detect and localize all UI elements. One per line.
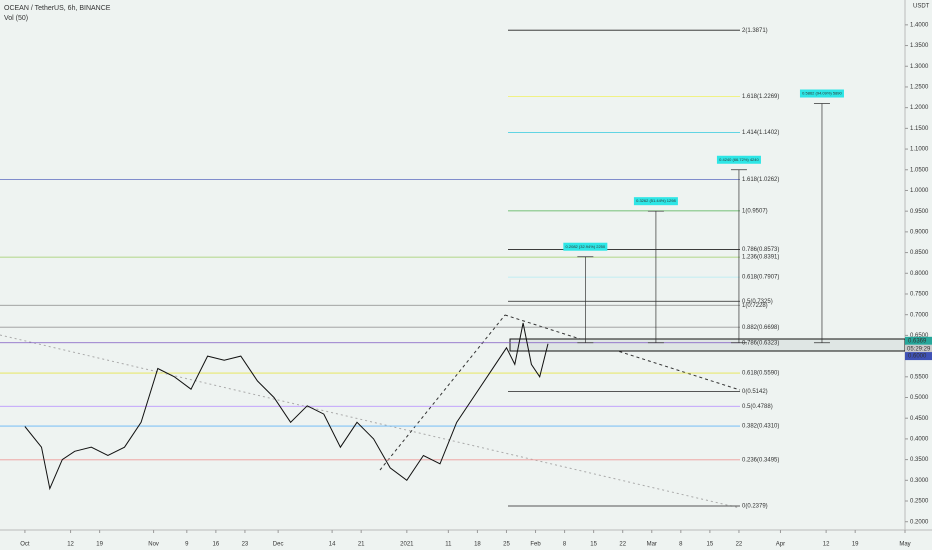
y-tick-label: 0.4000 bbox=[910, 436, 929, 442]
x-tick-label: 8 bbox=[679, 542, 683, 548]
y-tick-label: 0.3500 bbox=[910, 457, 929, 463]
fib-level-label: 1(0.7228) bbox=[742, 303, 768, 309]
symbol-title: OCEAN / TetherUS, 6h, BINANCE bbox=[4, 5, 111, 12]
y-tick-label: 0.7000 bbox=[910, 312, 929, 318]
x-tick-label: Nov bbox=[148, 542, 159, 548]
fib-level-label: 0.618(0.7907) bbox=[742, 275, 779, 281]
fib-level-label: 0(0.5142) bbox=[742, 389, 768, 395]
price-line bbox=[24, 322, 549, 491]
target-box bbox=[563, 242, 608, 251]
y-tick-label: 1.1000 bbox=[910, 147, 929, 153]
price-tag-label: 0.6000 bbox=[908, 354, 927, 360]
fib-level-label: 2(1.3871) bbox=[742, 28, 768, 34]
fib-level-label: 0.786(0.6323) bbox=[742, 340, 779, 346]
x-tick-label: 22 bbox=[619, 542, 626, 548]
x-tick-label: 18 bbox=[474, 542, 481, 548]
x-tick-label: Feb bbox=[530, 542, 541, 548]
y-tick-label: 1.3000 bbox=[910, 64, 929, 70]
y-tick-label: 0.2500 bbox=[910, 499, 929, 505]
fib-level-label: 1.414(1.1402) bbox=[742, 130, 779, 136]
target-box bbox=[716, 155, 761, 164]
y-tick-label: 1.2500 bbox=[910, 85, 929, 91]
y-tick-label: 0.9000 bbox=[910, 229, 929, 235]
x-tick-label: 25 bbox=[503, 542, 510, 548]
fib-level-label: 1.236(0.8391) bbox=[742, 255, 779, 261]
x-tick-label: Oct bbox=[20, 542, 30, 548]
x-tick-label: 19 bbox=[96, 542, 103, 548]
x-tick-label: May bbox=[899, 542, 910, 548]
currency: USDT bbox=[913, 4, 930, 10]
fib-level-label: 1.618(1.0262) bbox=[742, 177, 779, 183]
x-tick-label: Dec bbox=[273, 542, 284, 548]
y-tick-label: 0.9500 bbox=[910, 209, 929, 215]
price-tag bbox=[905, 352, 932, 361]
y-tick-label: 0.4500 bbox=[910, 416, 929, 422]
fib-level-label: 1(0.9507) bbox=[742, 208, 768, 214]
fib-level-label: 0.618(0.5590) bbox=[742, 371, 779, 377]
countdown-tag bbox=[905, 344, 932, 353]
x-tick-label: 2021 bbox=[400, 542, 414, 548]
price-tag bbox=[905, 336, 932, 345]
y-tick-label: 1.3500 bbox=[910, 43, 929, 49]
x-tick-label: 15 bbox=[707, 542, 714, 548]
fib-level-label: 0.382(0.4310) bbox=[742, 424, 779, 430]
y-tick-label: 0.8000 bbox=[910, 271, 929, 277]
fib-level-label: 1.618(1.2269) bbox=[742, 94, 779, 100]
x-tick-label: Apr bbox=[776, 542, 785, 548]
y-tick-label: 0.7500 bbox=[910, 292, 929, 298]
x-tick-label: 21 bbox=[358, 542, 365, 548]
x-tick-label: 14 bbox=[329, 542, 336, 548]
y-tick-label: 0.3000 bbox=[910, 478, 929, 484]
x-tick-label: 15 bbox=[590, 542, 597, 548]
range-box bbox=[509, 338, 906, 352]
y-tick-label: 1.0000 bbox=[910, 188, 929, 194]
price-tag-label: 0.6369 bbox=[908, 338, 927, 344]
fib-level-label: 0.236(0.3495) bbox=[742, 457, 779, 463]
y-tick-label: 0.2000 bbox=[910, 519, 929, 525]
y-tick-label: 1.1500 bbox=[910, 126, 929, 132]
target-box bbox=[633, 197, 678, 206]
countdown: 05:29:29 bbox=[907, 346, 931, 352]
fib-level-label: 0.5(0.7325) bbox=[742, 299, 773, 305]
fib-level-label: 0(0.2379) bbox=[742, 504, 768, 510]
target-label: 0.4240 (66.72%) 4240 bbox=[719, 157, 759, 162]
target-label: 0.3262 (51.44%) 1298 bbox=[636, 198, 676, 203]
fib-level-label: 0.5(0.4788) bbox=[742, 404, 773, 410]
y-tick-label: 1.2000 bbox=[910, 105, 929, 111]
y-tick-label: 1.4000 bbox=[910, 22, 929, 28]
x-tick-label: 16 bbox=[213, 542, 220, 548]
target-label: 0.2082 (32.94%) 2250 bbox=[566, 244, 606, 249]
indicator-label: Vol (50) bbox=[4, 15, 28, 22]
fib-level-label: 0.786(0.8573) bbox=[742, 247, 779, 253]
x-tick-label: Mar bbox=[647, 542, 657, 548]
y-tick-label: 0.6500 bbox=[910, 333, 929, 339]
x-tick-label: 22 bbox=[736, 542, 743, 548]
y-tick-label: 0.5000 bbox=[910, 395, 929, 401]
trend-line bbox=[504, 314, 741, 391]
fib-level-label: 0.882(0.6698) bbox=[742, 325, 779, 331]
x-tick-label: 23 bbox=[242, 542, 249, 548]
y-tick-label: 0.8500 bbox=[910, 250, 929, 256]
trend-line bbox=[0, 334, 741, 509]
x-tick-label: 12 bbox=[67, 542, 74, 548]
x-tick-label: 8 bbox=[563, 542, 567, 548]
y-tick-label: 1.0500 bbox=[910, 167, 929, 173]
target-box bbox=[799, 89, 844, 98]
x-tick-label: 19 bbox=[852, 542, 859, 548]
y-tick-label: 0.5500 bbox=[910, 374, 929, 380]
target-label: 0.5862 (94.09%) 5890 bbox=[802, 91, 842, 96]
x-tick-label: 9 bbox=[185, 542, 189, 548]
x-tick-label: 12 bbox=[823, 542, 830, 548]
x-tick-label: 11 bbox=[445, 542, 452, 548]
